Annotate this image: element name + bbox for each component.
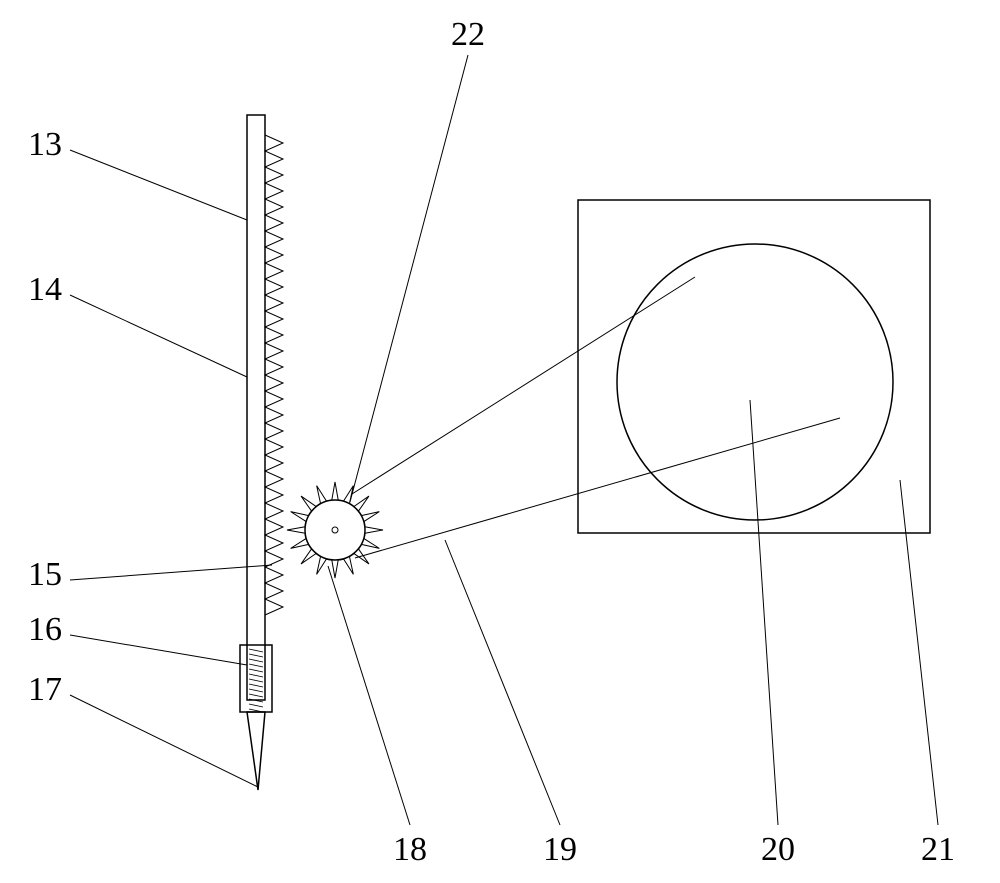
label-18: 18 <box>393 831 427 868</box>
leader-14 <box>70 295 247 377</box>
motor-housing <box>578 200 930 533</box>
label-22: 22 <box>451 16 485 53</box>
leader-16 <box>70 635 247 665</box>
leader-20 <box>750 400 778 825</box>
leader-15 <box>70 565 272 580</box>
leader-13 <box>70 150 247 220</box>
label-17: 17 <box>28 671 62 708</box>
labels: 22 13 14 15 16 17 18 19 20 21 <box>28 16 955 868</box>
rack <box>265 135 283 615</box>
label-16: 16 <box>28 611 62 648</box>
label-20: 20 <box>761 831 795 868</box>
diagram-root: 22 13 14 15 16 17 18 19 20 21 <box>0 0 1000 883</box>
label-19: 19 <box>543 831 577 868</box>
label-13: 13 <box>28 126 62 163</box>
rod-tip <box>247 712 265 790</box>
pinion-gear <box>287 482 383 578</box>
leader-22 <box>350 55 468 502</box>
leader-17 <box>70 695 258 787</box>
leader-lines <box>70 55 938 825</box>
leader-18 <box>328 566 410 825</box>
rod-body <box>247 115 265 700</box>
drive-belt <box>352 277 840 558</box>
label-14: 14 <box>28 271 62 308</box>
leader-21 <box>900 480 938 825</box>
leader-19 <box>445 540 560 825</box>
label-15: 15 <box>28 556 62 593</box>
motor-assembly <box>578 200 930 533</box>
label-21: 21 <box>921 831 955 868</box>
